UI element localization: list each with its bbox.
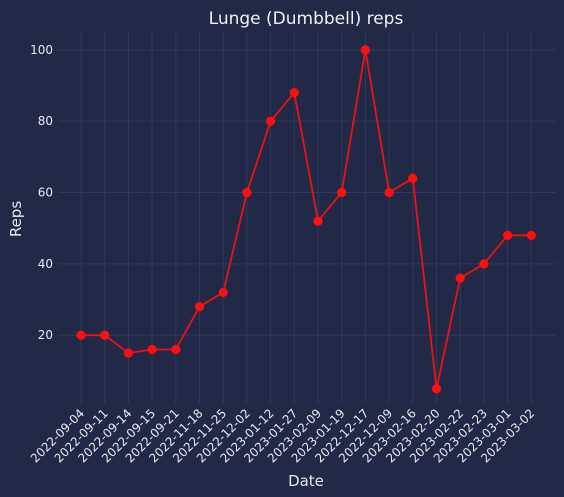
data-point-10 [313, 216, 323, 226]
y-axis-label: Reps [7, 201, 25, 237]
y-tick-label-1: 40 [38, 257, 53, 271]
y-tick-label-0: 20 [38, 328, 53, 342]
data-point-14 [408, 173, 418, 183]
y-axis: 20 40 60 80 100 [30, 43, 53, 342]
data-point-2 [123, 348, 133, 358]
data-point-17 [479, 259, 489, 269]
y-tick-label-3: 80 [38, 114, 53, 128]
chart-title: Lunge (Dumbbell) reps [209, 9, 404, 29]
series-line [81, 49, 532, 389]
data-point-18 [503, 230, 513, 240]
y-tick-label-4: 100 [30, 43, 53, 57]
data-point-15 [431, 384, 442, 394]
data-point-8 [266, 116, 276, 126]
data-point-13 [384, 187, 394, 198]
y-tick-label-2: 60 [38, 186, 53, 200]
data-point-12 [360, 45, 370, 55]
data-point-11 [337, 187, 347, 198]
data-point-3 [147, 344, 157, 355]
data-point-7 [242, 187, 252, 198]
data-point-9 [289, 88, 299, 98]
x-axis-label: Date [288, 472, 324, 490]
data-points [76, 45, 536, 394]
data-point-1 [100, 330, 110, 340]
data-point-19 [526, 230, 536, 240]
data-point-0 [76, 330, 86, 340]
x-axis: 2022-09-042022-09-112022-09-142022-09-15… [28, 406, 538, 465]
data-point-4 [171, 344, 181, 355]
data-point-6 [218, 287, 228, 298]
grid [58, 32, 556, 403]
data-point-5 [194, 302, 205, 312]
data-point-16 [455, 273, 465, 283]
